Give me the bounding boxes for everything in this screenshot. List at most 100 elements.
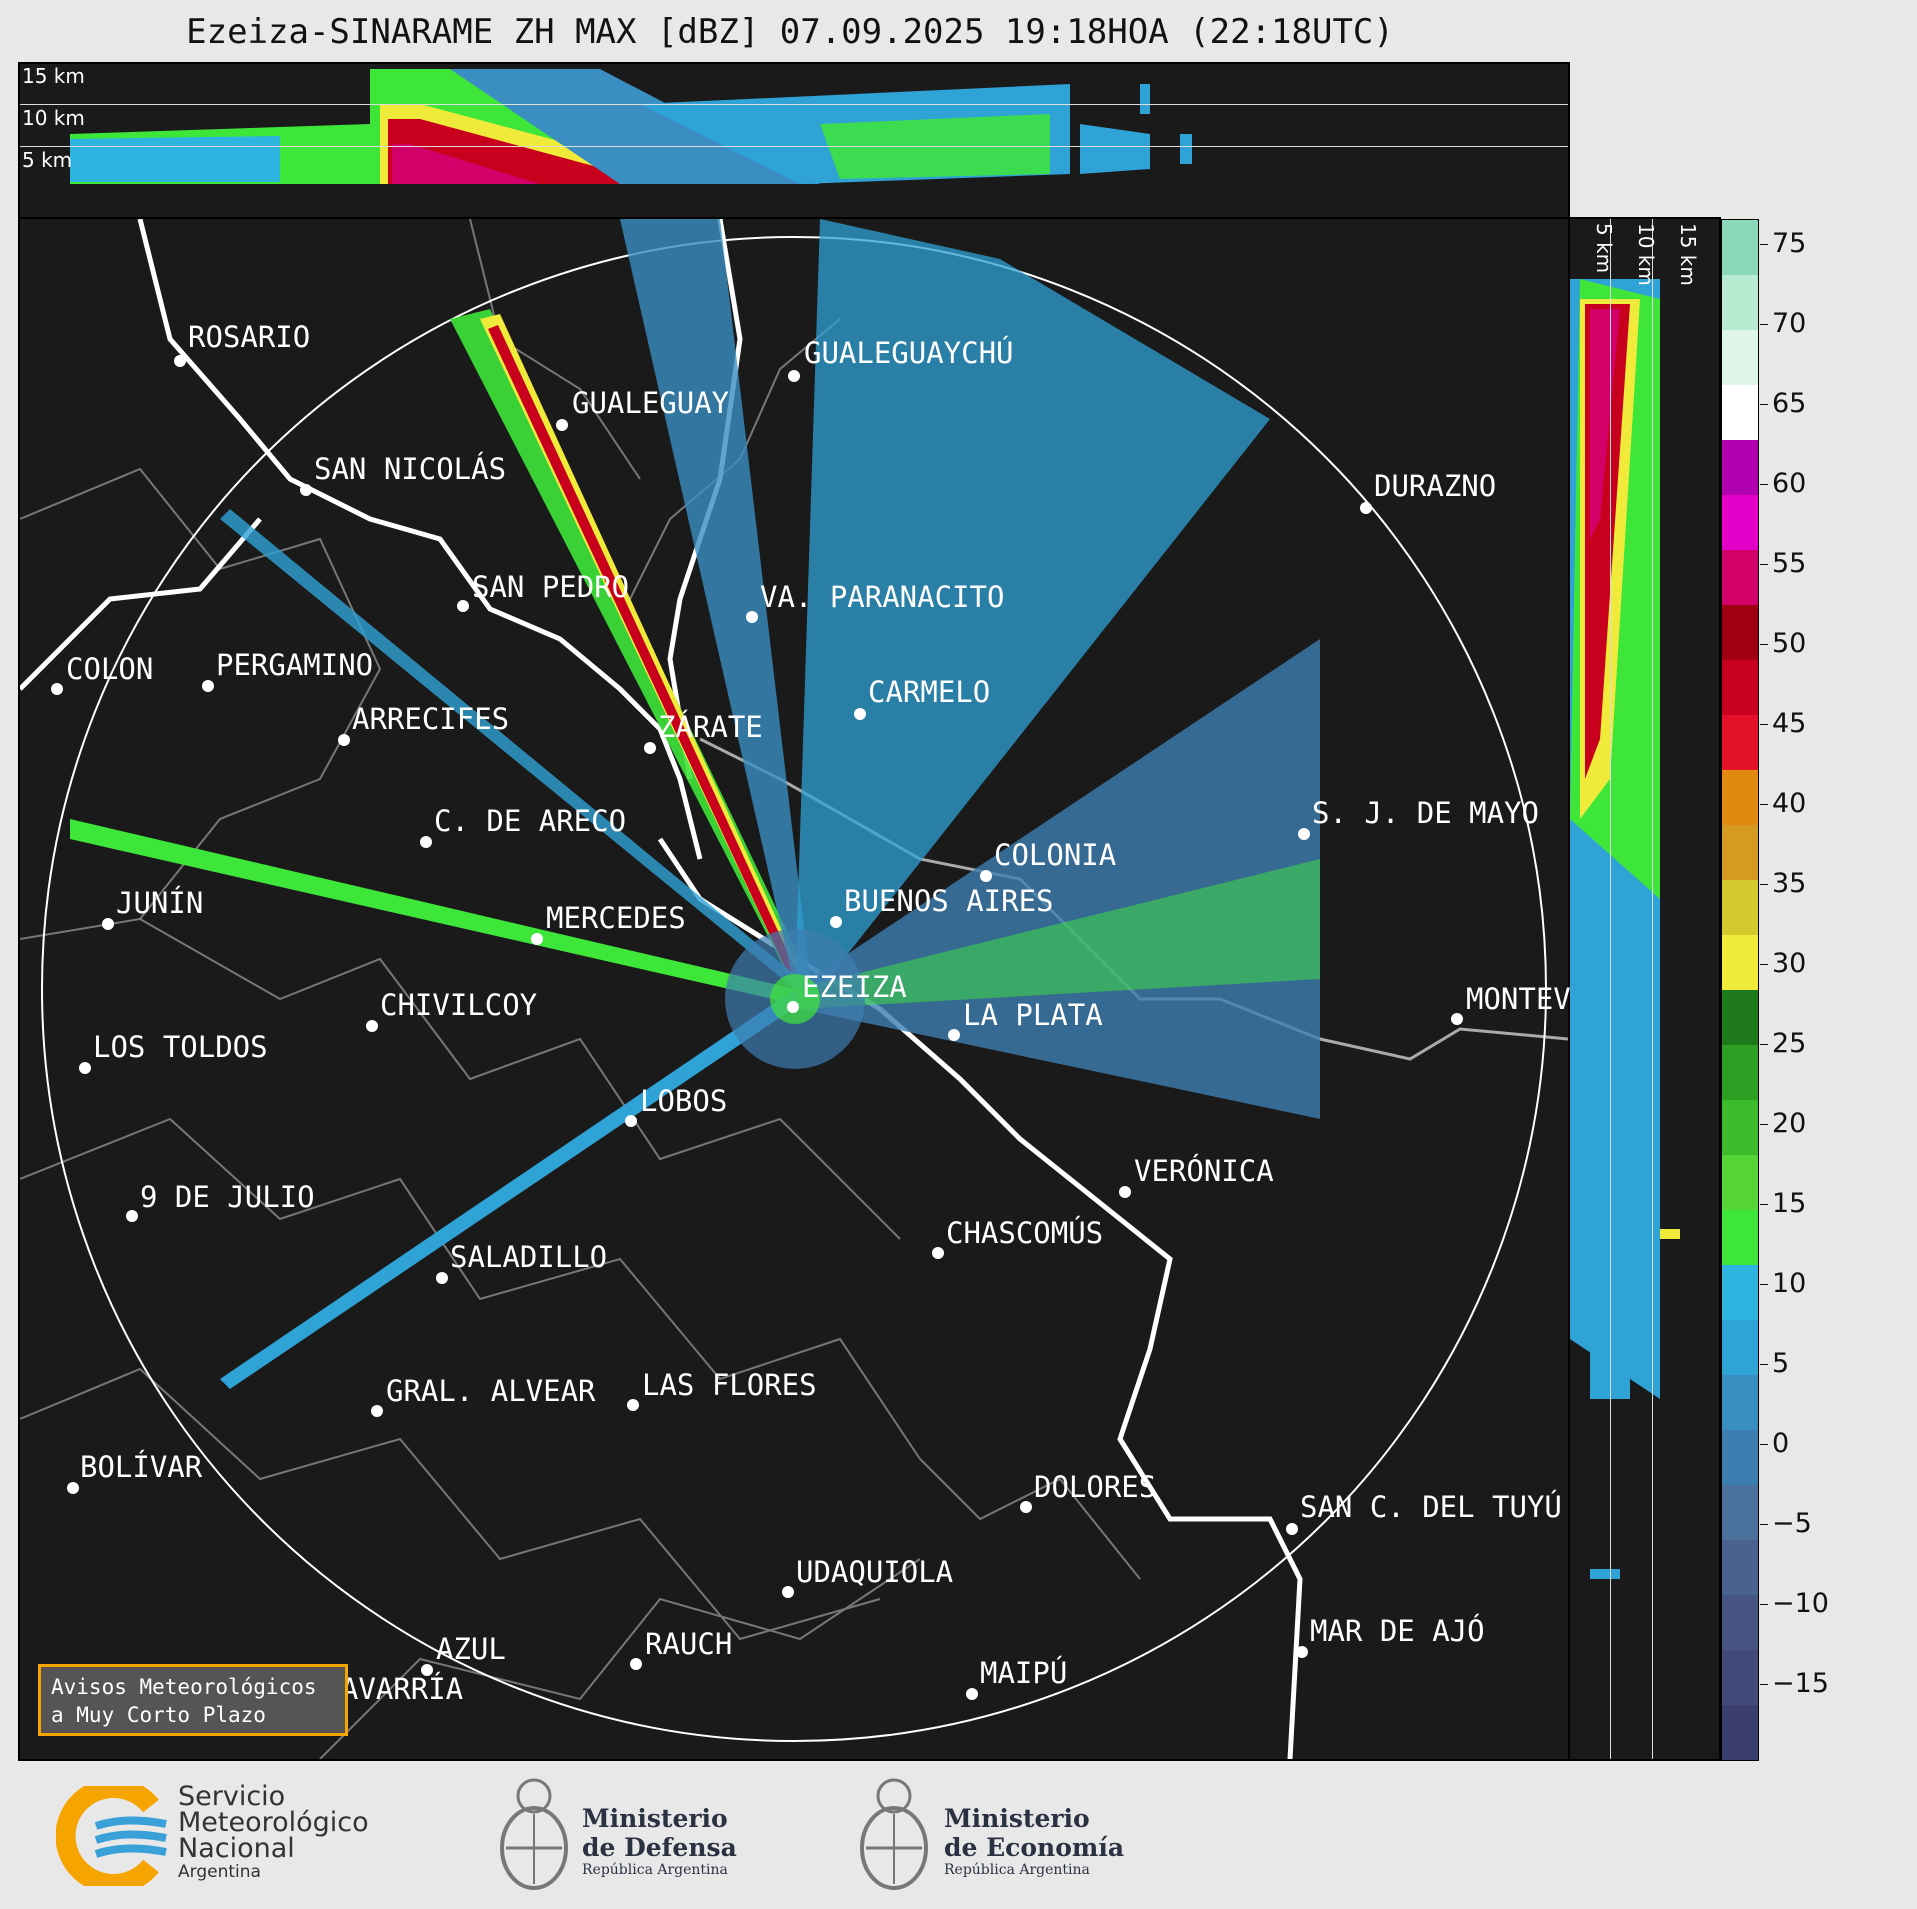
colorbar-tick-label: 60 [1772,468,1807,499]
top-cross-section-panel: 15 km 10 km 5 km [18,62,1570,219]
colorbar-tick-mark [1760,324,1768,325]
colorbar-tick-mark [1760,1444,1768,1445]
zarate-dot [644,742,656,754]
rauch-dot [630,1658,642,1670]
9-de-julio-dot [126,1210,138,1222]
ezeiza-dot [787,1001,799,1013]
km-label-v-10: 10 km [1634,223,1658,286]
smn-line2: Meteorológico [178,1807,369,1838]
colorbar-tick-mark [1760,644,1768,645]
colorbar-tick-label: 35 [1772,868,1807,899]
colorbar-tick-mark [1760,964,1768,965]
colorbar-tick-label: −10 [1772,1588,1829,1619]
smn-line3: Nacional [178,1833,295,1864]
city-udaquiola: UDAQUIOLA [796,1555,954,1589]
radar-map-panel [18,217,1570,1761]
km-label-v-5: 5 km [1592,223,1616,274]
colorbar-tick-mark [1760,1524,1768,1525]
city-carmelo: CARMELO [868,675,991,709]
veronica-dot [1119,1186,1131,1198]
colorbar-tick-mark [1760,1044,1768,1045]
altitude-line-10km-v [1652,219,1653,1759]
city-mar-de-ajo: MAR DE AJÓ [1310,1614,1485,1648]
avisos-line2: a Muy Corto Plazo [51,1703,266,1727]
city-buenos-aires: BUENOS AIRES [844,884,1054,918]
gualeguaychu-dot [788,370,800,382]
city-maipu: MAIPÚ [980,1656,1068,1690]
la-plata-dot [948,1029,960,1041]
azul-dot [421,1664,433,1676]
range-ring [41,236,1547,1742]
mar-de-ajo-dot [1296,1646,1308,1658]
junin-dot [102,918,114,930]
dbz-colorbar [1721,219,1759,1761]
avisos-line1: Avisos Meteorológicos [51,1675,317,1699]
chivilcoy-dot [366,1020,378,1032]
city-rauch: RAUCH [645,1627,733,1661]
city-ezeiza: EZEIZA [802,970,907,1004]
right-cross-section-panel: 5 km 10 km 15 km [1568,217,1721,1761]
smn-logo-icon [56,1786,167,1886]
city-san-c-del-tuyu: SAN C. DEL TUYÚ [1300,1490,1562,1524]
altitude-line-15km [20,104,1568,105]
city-durazno: DURAZNO [1374,469,1497,503]
colorbar-tick-mark [1760,1124,1768,1125]
defensa-line1: Ministerio [582,1804,728,1833]
colorbar-tick-mark [1760,804,1768,805]
city-azul: AZUL [436,1632,506,1666]
colorbar-tick-label: 45 [1772,708,1807,739]
economia-logo-text: Ministerio de Economía República Argenti… [944,1804,1124,1878]
city-va-paranacito: VA. PARANACITO [760,580,1005,614]
city-las-flores: LAS FLORES [642,1368,817,1402]
avisos-box: Avisos Meteorológicos a Muy Corto Plazo [38,1664,348,1736]
city-9-de-julio: 9 DE JULIO [140,1180,315,1214]
map-title: Ezeiza-SINARAME ZH MAX [dBZ] 07.09.2025 … [186,12,1394,52]
lobos-dot [625,1115,637,1127]
colorbar-tick-mark [1760,244,1768,245]
smn-line1: Servicio [178,1781,286,1812]
colorbar-tick-label: 70 [1772,308,1807,339]
saladillo-dot [436,1272,448,1284]
city-chascomus: CHASCOMÚS [946,1216,1104,1250]
city-gral-alvear: GRAL. ALVEAR [386,1374,596,1408]
las-flores-dot [627,1399,639,1411]
arrecifes-dot [338,734,350,746]
colorbar-tick-mark [1760,724,1768,725]
city-san-pedro: SAN PEDRO [472,570,630,604]
city-sj-de-mayo: S. J. DE MAYO [1312,796,1539,830]
economia-line1: Ministerio [944,1804,1090,1833]
dolores-dot [1020,1501,1032,1513]
km-label-10: 10 km [22,106,85,130]
city-c-de-areco: C. DE ARECO [434,804,627,838]
colorbar-tick-label: 30 [1772,948,1807,979]
top-cross-section-echo [70,69,1192,184]
colorbar-tick-label: 10 [1772,1268,1807,1299]
c-de-areco-dot [420,836,432,848]
colorbar-tick-label: −5 [1772,1508,1812,1539]
altitude-line-5km-v [1610,219,1611,1759]
bolivar-dot [67,1482,79,1494]
city-colon: COLON [66,652,154,686]
km-label-15: 15 km [22,64,85,88]
colorbar-tick-label: 25 [1772,1028,1807,1059]
colorbar-tick-label: 50 [1772,628,1807,659]
san-pedro-dot [457,600,469,612]
montevideo-dot [1451,1013,1463,1025]
pergamino-dot [202,680,214,692]
colonia-dot [980,870,992,882]
colorbar-tick-mark [1760,1284,1768,1285]
city-junin: JUNÍN [116,886,204,920]
colorbar-tick-label: 0 [1772,1428,1790,1459]
colorbar-tick-label: 5 [1772,1348,1790,1379]
smn-line4: Argentina [178,1862,261,1882]
colorbar-tick-label: −15 [1772,1668,1829,1699]
city-gualeguay: GUALEGUAY [572,386,730,420]
city-pergamino: PERGAMINO [216,648,374,682]
km-label-5: 5 km [22,148,73,172]
city-gualeguaychu: GUALEGUAYCHÚ [804,336,1014,370]
radar-map-graphic [20,219,1568,1759]
city-rosario: ROSARIO [188,320,311,354]
sj-de-mayo-dot [1298,828,1310,840]
city-arrecifes: ARRECIFES [352,702,510,736]
colorbar-tick-mark [1760,564,1768,565]
